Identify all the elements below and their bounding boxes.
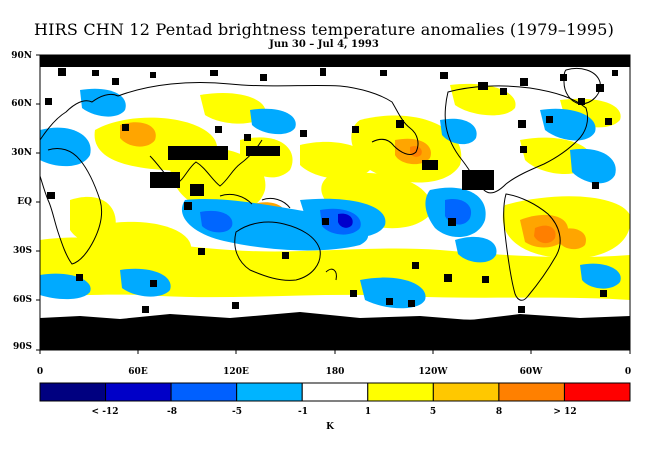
colorbar-bin-5 xyxy=(301,382,369,402)
lat-label-eq: EQ xyxy=(17,197,32,207)
colorbar-label-7: 8 xyxy=(495,407,503,417)
lon-label-120e: 120E xyxy=(223,367,249,377)
colorbar xyxy=(39,382,631,402)
colorbar-bin-3 xyxy=(170,382,238,402)
colorbar-label-2: -8 xyxy=(167,407,177,417)
missing-band-antarctic xyxy=(40,322,630,350)
missing-data-pixels xyxy=(45,68,618,313)
anomaly-field xyxy=(40,55,630,350)
lat-label-90n: 90N xyxy=(11,51,32,61)
colorbar-bin-2 xyxy=(105,382,172,402)
colorbar-bin-1 xyxy=(39,382,107,402)
axis-ticks xyxy=(36,54,631,354)
figure-title: HIRS CHN 12 Pentad brightness temperatur… xyxy=(33,20,615,39)
lon-label-0: 0 xyxy=(36,367,44,377)
lon-label-60w: 60W xyxy=(519,367,543,377)
lon-label-0-east: 0 xyxy=(624,367,632,377)
colorbar-label-3: -5 xyxy=(232,407,242,417)
colorbar-bin-7 xyxy=(432,382,500,402)
lat-label-60n: 60N xyxy=(11,99,32,109)
lat-label-30n: 30N xyxy=(11,148,32,158)
missing-band-arctic xyxy=(40,55,630,67)
coastlines xyxy=(40,68,630,323)
missing-edge-south xyxy=(40,312,630,324)
lat-label-60s: 60S xyxy=(12,295,32,305)
colorbar-bin-4 xyxy=(236,382,303,402)
colorbar-bin-6 xyxy=(367,382,434,402)
lat-label-90s: 90S xyxy=(12,342,32,352)
colorbar-bin-9 xyxy=(563,382,631,402)
colorbar-label-6: 5 xyxy=(429,407,437,417)
lat-label-30s: 30S xyxy=(12,246,32,256)
colorbar-bin-8 xyxy=(498,382,565,402)
colorbar-label-1: < -12 xyxy=(91,407,119,417)
lon-label-180: 180 xyxy=(325,367,345,377)
colorbar-label-4: -1 xyxy=(298,407,308,417)
colorbar-unit: K xyxy=(326,422,334,432)
negative-strong-anomalies xyxy=(338,213,353,228)
colorbar-label-8: > 12 xyxy=(553,407,577,417)
lon-label-60e: 60E xyxy=(128,367,148,377)
figure-subtitle: Jun 30 – Jul 4, 1993 xyxy=(269,39,379,50)
colorbar-label-5: 1 xyxy=(364,407,372,417)
lon-label-120w: 120W xyxy=(418,367,448,377)
